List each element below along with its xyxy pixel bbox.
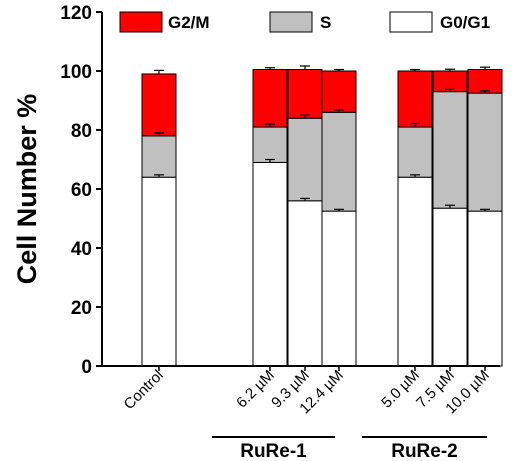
bar-g0-g1-1	[141, 176, 177, 367]
bars-layer	[141, 69, 503, 367]
bar-g2-m-7	[467, 69, 503, 94]
legend-swatch	[269, 11, 313, 33]
group-label: RuRe-2	[391, 441, 458, 461]
bar-g0-g1-4	[321, 210, 357, 367]
legend: G2/M S G0/G1	[119, 11, 490, 33]
error-bars-layer	[154, 65, 490, 212]
y-ticks: 0 20 40 60 80 100 120	[60, 3, 102, 378]
y-tick-label: 20	[71, 298, 92, 319]
bar-g0-g1-6	[432, 207, 468, 367]
y-tick-label: 0	[81, 357, 92, 378]
bar-g2-m-3	[287, 69, 323, 119]
bar-s-3	[287, 117, 323, 202]
bar-g2-m-1	[141, 73, 177, 137]
bar-s-6	[432, 91, 468, 209]
legend-label: G0/G1	[440, 13, 490, 32]
y-tick-label: 60	[71, 180, 92, 201]
x-tick-label: 5.0 µM	[378, 367, 423, 412]
legend-label: S	[320, 13, 331, 32]
bar-s-4	[321, 111, 357, 212]
bar-g0-g1-5	[397, 176, 433, 367]
bar-g2-m-5	[397, 70, 433, 128]
bar-s-2	[252, 126, 288, 163]
bar-s-1	[141, 135, 177, 178]
x-tick-label: 6.2 µM	[233, 367, 278, 412]
x-tick-label: Control	[121, 367, 167, 413]
legend-label: G2/M	[168, 13, 210, 32]
bar-g0-g1-7	[467, 210, 503, 367]
bar-s-5	[397, 126, 433, 178]
y-tick-label: 120	[60, 3, 92, 24]
bar-g0-g1-3	[287, 200, 323, 367]
bar-g2-m-6	[432, 70, 468, 93]
y-tick-label: 80	[71, 121, 92, 142]
y-axis-label: Cell Number %	[12, 94, 42, 285]
group-label: RuRe-1	[240, 441, 307, 461]
bar-g2-m-2	[252, 69, 288, 128]
y-tick-label: 40	[71, 239, 92, 260]
group-labels: RuRe-1 RuRe-2	[212, 436, 487, 461]
legend-swatch	[389, 11, 433, 33]
bar-s-7	[467, 92, 503, 212]
y-tick-label: 100	[60, 62, 92, 83]
legend-swatch	[119, 11, 163, 33]
bar-g2-m-4	[321, 70, 357, 113]
bar-g0-g1-2	[252, 161, 288, 367]
